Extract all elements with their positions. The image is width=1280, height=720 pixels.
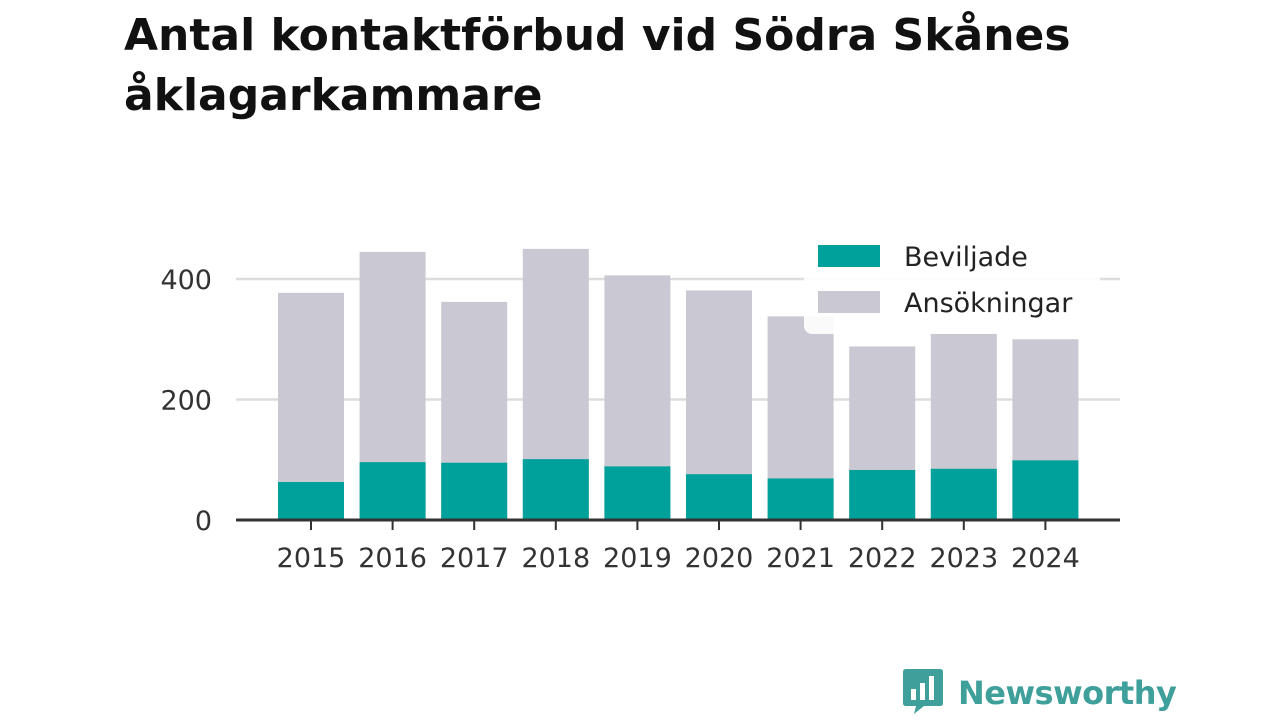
- y-tick-label: 400: [160, 265, 212, 296]
- bar-chart-speech-bubble-icon: [902, 667, 944, 719]
- bar-granted-2018: [522, 459, 589, 520]
- bar-granted-2015: [278, 482, 344, 520]
- bar-granted-2022: [849, 469, 916, 520]
- x-tick-label: 2019: [603, 543, 672, 574]
- x-tick-label: 2024: [1011, 543, 1080, 574]
- x-tick-label: 2023: [929, 543, 998, 574]
- bar-granted-2019: [604, 466, 671, 520]
- series-granted-bars: [278, 459, 1079, 520]
- x-tick-label: 2021: [766, 543, 835, 574]
- legend: Beviljade Ansökningar: [804, 232, 1100, 334]
- legend-label-granted: Beviljade: [904, 242, 1028, 273]
- brand-name: Newsworthy: [958, 674, 1177, 712]
- bar-granted-2016: [359, 462, 426, 520]
- x-tick-label: 2018: [521, 543, 590, 574]
- x-tick-label: 2016: [358, 543, 427, 574]
- x-axis-ticks: 2015 2016 2017 2018 2019 2020 2021 2022 2023 2024: [277, 520, 1080, 574]
- legend-swatch-granted: [818, 245, 880, 267]
- x-tick-label: 2017: [440, 543, 509, 574]
- brand-logo: Newsworthy: [902, 667, 1177, 719]
- legend-swatch-applications: [818, 291, 880, 313]
- bar-granted-2023: [930, 468, 997, 520]
- bar-granted-2021: [767, 478, 834, 520]
- x-tick-label: 2022: [848, 543, 917, 574]
- bar-granted-2024: [1012, 460, 1079, 520]
- y-axis-tick-labels: 0 200 400: [160, 265, 212, 537]
- legend-label-applications: Ansökningar: [904, 288, 1073, 319]
- x-tick-label: 2015: [277, 543, 346, 574]
- y-tick-label: 200: [160, 386, 212, 417]
- bar-granted-2017: [441, 462, 508, 520]
- chart-title: Antal kontaktförbud vid Södra Skånes åkl…: [124, 10, 1071, 121]
- y-tick-label: 0: [195, 506, 212, 537]
- bar-granted-2020: [686, 474, 752, 520]
- x-tick-label: 2020: [685, 543, 754, 574]
